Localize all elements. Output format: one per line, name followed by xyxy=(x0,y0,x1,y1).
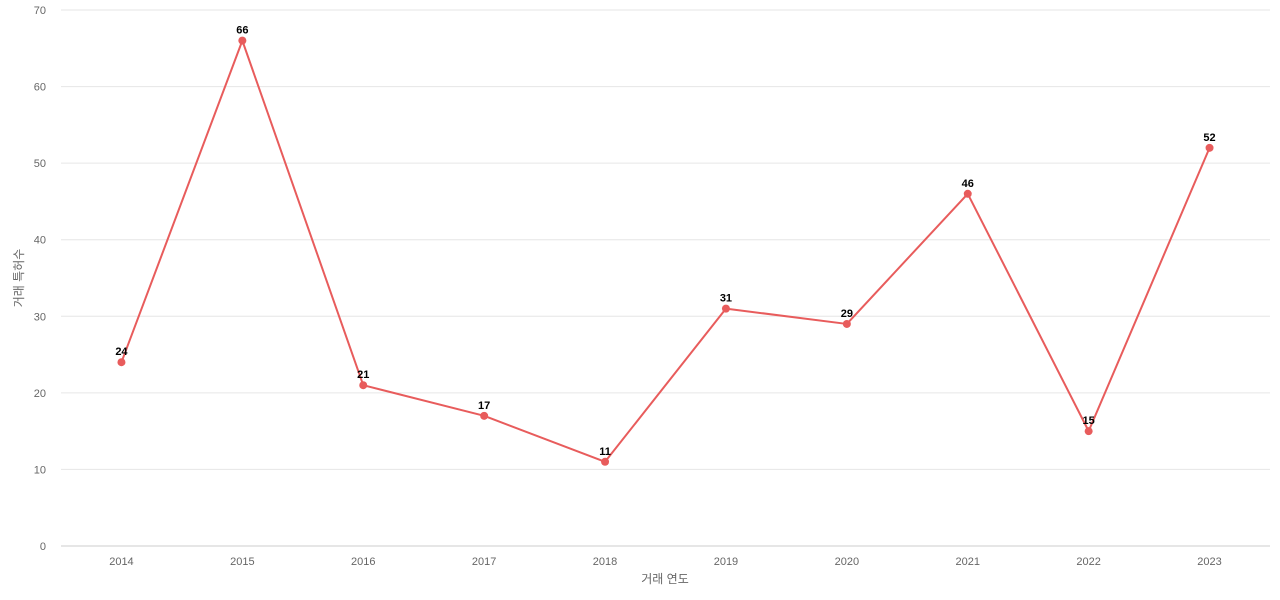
y-axis: 0 10 20 30 40 50 60 70 xyxy=(34,5,46,553)
y-tick-label: 20 xyxy=(34,388,46,400)
x-tick-label: 2019 xyxy=(714,556,738,568)
x-tick-label: 2018 xyxy=(593,556,617,568)
data-label: 31 xyxy=(720,293,732,305)
x-tick-label: 2016 xyxy=(351,556,375,568)
y-tick-label: 0 xyxy=(40,541,46,553)
series-layer xyxy=(117,36,1214,466)
x-tick-label: 2022 xyxy=(1076,556,1100,568)
y-tick-label: 50 xyxy=(34,158,46,170)
data-labels: 24 66 21 17 11 31 29 46 15 52 xyxy=(115,25,1215,458)
y-axis-title: 거래 특허수 xyxy=(12,249,26,308)
data-point[interactable] xyxy=(117,358,126,367)
data-point[interactable] xyxy=(480,411,489,420)
data-label: 52 xyxy=(1203,132,1215,144)
data-point[interactable] xyxy=(1084,427,1093,436)
x-tick-label: 2021 xyxy=(956,556,980,568)
data-point[interactable] xyxy=(963,189,972,198)
data-label: 66 xyxy=(236,25,248,37)
y-tick-label: 30 xyxy=(34,311,46,323)
data-point[interactable] xyxy=(359,381,368,390)
x-axis-title: 거래 연도 xyxy=(641,572,689,586)
x-axis: 2014 2015 2016 2017 2018 2019 2020 2021 2022 2023 xyxy=(109,556,1222,568)
data-point[interactable] xyxy=(842,319,851,328)
data-label: 24 xyxy=(115,346,128,358)
data-label: 21 xyxy=(357,369,369,381)
data-point[interactable] xyxy=(1205,143,1214,152)
data-point[interactable] xyxy=(601,457,610,466)
x-tick-label: 2017 xyxy=(472,556,496,568)
data-label: 15 xyxy=(1083,415,1095,427)
data-label: 29 xyxy=(841,308,853,320)
y-tick-label: 60 xyxy=(34,82,46,94)
data-label: 11 xyxy=(599,446,611,458)
series-line xyxy=(120,39,1211,463)
x-tick-label: 2015 xyxy=(230,556,254,568)
data-point[interactable] xyxy=(238,36,247,45)
y-tick-label: 40 xyxy=(34,235,46,247)
y-tick-label: 10 xyxy=(34,464,46,476)
data-label: 46 xyxy=(962,178,974,190)
x-tick-label: 2014 xyxy=(109,556,133,568)
x-tick-label: 2023 xyxy=(1197,556,1221,568)
data-label: 17 xyxy=(478,400,490,412)
data-point[interactable] xyxy=(721,304,730,313)
y-tick-label: 70 xyxy=(34,5,46,17)
x-tick-label: 2020 xyxy=(835,556,859,568)
grid-lines xyxy=(61,9,1270,547)
